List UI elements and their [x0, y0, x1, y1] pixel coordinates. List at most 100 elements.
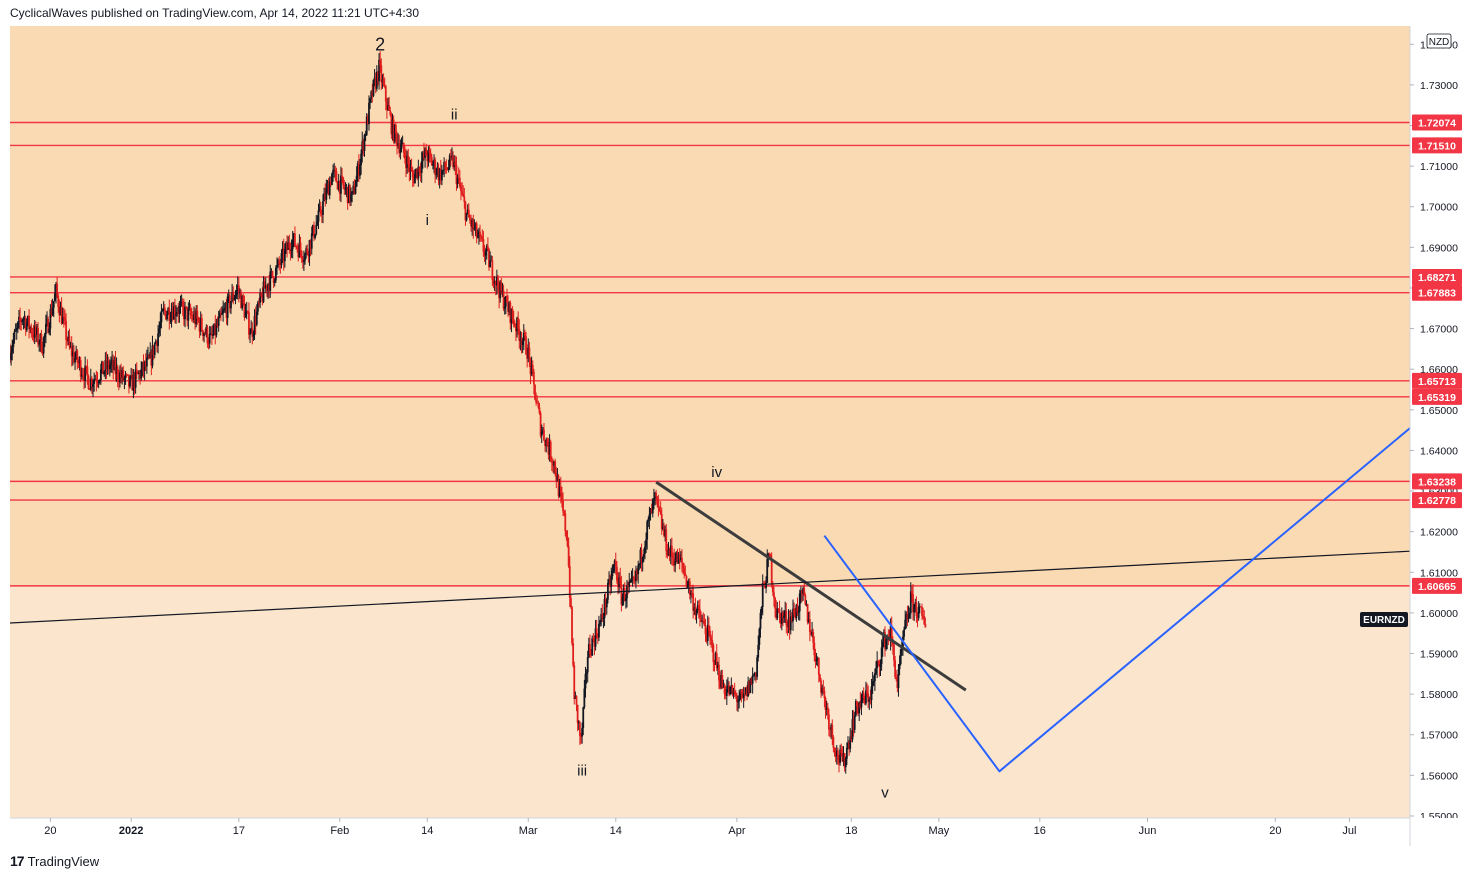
candle	[478, 227, 480, 245]
candle	[693, 603, 696, 616]
candle	[425, 143, 428, 157]
candle	[820, 677, 822, 698]
candle	[510, 308, 513, 333]
candle	[409, 159, 412, 181]
candle	[218, 309, 221, 319]
candle	[57, 293, 60, 313]
candle	[862, 687, 865, 704]
candle	[371, 83, 374, 103]
candle	[194, 308, 196, 330]
level-label-bg-0	[1412, 114, 1462, 131]
candle	[105, 351, 108, 379]
candle	[329, 176, 332, 187]
candle	[87, 374, 90, 390]
candle	[531, 360, 534, 377]
candle	[346, 186, 349, 210]
level-label-bg-5	[1412, 388, 1462, 405]
candle	[203, 332, 205, 343]
candle	[104, 352, 107, 380]
candle	[136, 370, 139, 375]
candle	[919, 606, 922, 608]
x-tick-label-9: May	[928, 825, 949, 837]
candle	[466, 204, 469, 215]
candle	[867, 685, 870, 709]
candle	[124, 370, 127, 385]
candle	[440, 164, 443, 186]
candle	[38, 339, 41, 352]
level-label-bg-7	[1412, 492, 1462, 509]
wave-label-2: i	[426, 212, 429, 229]
candle	[775, 600, 778, 621]
candle	[420, 151, 423, 183]
candle	[497, 274, 499, 292]
candle	[782, 610, 784, 627]
candle	[498, 280, 501, 309]
candle	[678, 548, 681, 570]
candle	[555, 467, 558, 489]
candle	[559, 476, 562, 504]
candle	[537, 400, 540, 410]
candle	[61, 307, 64, 325]
candle	[576, 704, 579, 732]
candle	[692, 584, 695, 619]
candle	[355, 166, 358, 187]
candle	[343, 180, 346, 195]
x-axis-bg	[10, 818, 1469, 846]
candle	[353, 179, 356, 195]
candle	[23, 310, 26, 329]
candle	[291, 230, 294, 259]
candle	[718, 657, 720, 689]
candle	[226, 293, 229, 326]
candle	[896, 674, 899, 693]
candle	[52, 301, 55, 318]
candle	[20, 317, 23, 331]
candle	[802, 586, 805, 601]
candle	[821, 684, 824, 696]
candle	[290, 239, 293, 258]
candle	[599, 619, 601, 627]
candle	[683, 563, 686, 579]
candle	[590, 648, 592, 659]
candle	[780, 607, 783, 631]
candle	[482, 230, 485, 257]
y-tick-label-9: 1.64000	[1420, 445, 1458, 457]
candle	[462, 185, 465, 198]
candle	[874, 668, 876, 691]
candle	[645, 532, 647, 554]
candle	[831, 719, 834, 745]
candle	[397, 133, 400, 149]
candle	[520, 331, 523, 354]
candle	[151, 335, 154, 369]
candle	[464, 200, 467, 226]
candle	[822, 679, 825, 695]
candle	[449, 149, 452, 166]
candle	[594, 620, 597, 651]
candle	[212, 324, 214, 339]
candle	[878, 659, 881, 677]
candle	[866, 683, 868, 698]
candle	[516, 316, 518, 338]
candle	[696, 600, 699, 614]
candle	[540, 424, 543, 443]
candle	[179, 295, 182, 314]
candle	[746, 684, 748, 701]
candle	[646, 519, 649, 550]
candle	[365, 112, 368, 136]
candle	[159, 312, 162, 337]
candle	[641, 556, 644, 572]
candle	[166, 310, 168, 322]
candle	[729, 686, 732, 696]
candle	[810, 629, 812, 636]
candle	[442, 169, 444, 175]
candle	[243, 295, 246, 321]
candle	[326, 180, 329, 194]
candle	[235, 284, 238, 300]
candle	[596, 633, 599, 644]
chart-area[interactable]: EURNZD 2 ii i iii iv v 1.55000 1.56000 1.57000 1…	[9, 26, 1469, 846]
candle	[39, 332, 42, 352]
candle	[95, 370, 98, 392]
candle	[103, 370, 106, 377]
candle	[813, 636, 816, 662]
symbol-tag-bg	[1360, 612, 1408, 627]
